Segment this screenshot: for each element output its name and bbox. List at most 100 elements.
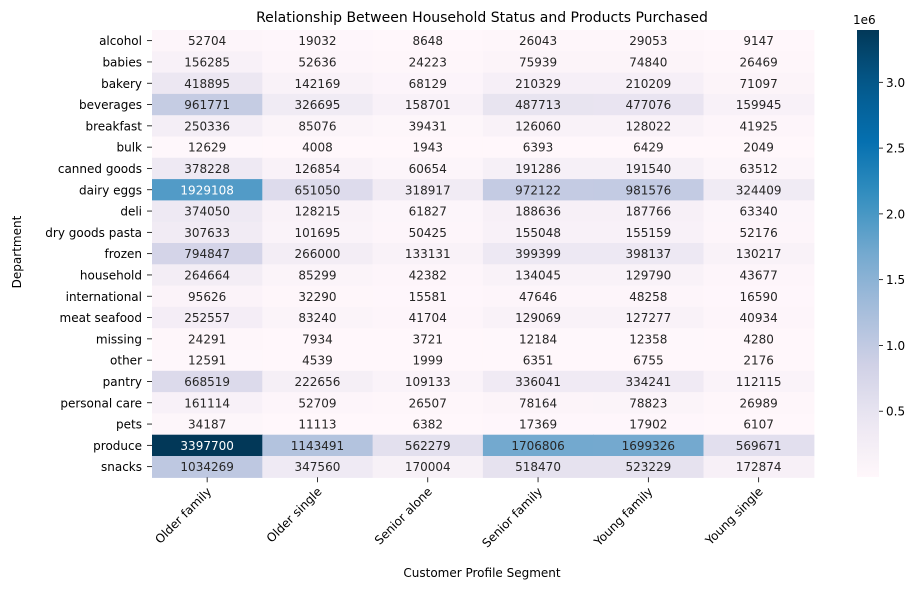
heatmap-cell <box>703 392 815 414</box>
heatmap-cell <box>482 51 594 74</box>
cell-value-label: 651050 <box>295 183 341 197</box>
heatmap-cell <box>593 72 705 95</box>
heatmap-cell <box>262 93 374 116</box>
heatmap-cell <box>262 456 374 478</box>
y-tick-label: bulk <box>116 141 142 155</box>
heatmap-cell <box>482 200 594 223</box>
y-tick-label: deli <box>120 205 142 219</box>
heatmap-cell <box>372 328 484 351</box>
heatmap-cell <box>262 328 374 351</box>
heatmap-cell <box>482 306 594 329</box>
colorbar-offset-label: 1e6 <box>853 13 876 27</box>
cell-value-label: 52636 <box>298 55 336 69</box>
y-tick-label: beverages <box>79 98 142 112</box>
heatmap-cell <box>703 434 815 457</box>
y-tick-label: produce <box>93 439 142 453</box>
cell-value-label: 188636 <box>515 205 561 219</box>
y-tick-label: alcohol <box>99 34 142 48</box>
heatmap-cell <box>372 51 484 74</box>
cell-value-label: 1999 <box>412 354 443 368</box>
heatmap-cell <box>152 456 263 478</box>
colorbar-tick-label: 2.5 <box>886 142 905 156</box>
heatmap-cell <box>593 285 705 308</box>
y-tick-label: personal care <box>60 396 142 410</box>
cell-value-label: 399399 <box>515 247 561 261</box>
cell-value-label: 6755 <box>633 354 664 368</box>
cell-value-label: 1929108 <box>180 183 233 197</box>
heatmap-cell <box>262 157 374 180</box>
heatmap-cell <box>703 115 815 138</box>
cell-value-label: 60654 <box>409 162 447 176</box>
x-tick-label: Senior family <box>479 485 545 551</box>
heatmap-cell <box>593 179 705 201</box>
y-axis-ticks: alcohol babies bakery beverages breakfast bul… <box>45 34 152 474</box>
y-tick-label: snacks <box>101 460 142 474</box>
heatmap-cell <box>593 157 705 180</box>
x-tick-label: Older family <box>152 485 214 547</box>
cell-value-label: 11113 <box>298 418 336 432</box>
heatmap-cell <box>593 370 705 393</box>
heatmap-cell <box>372 370 484 393</box>
cell-value-label: 3721 <box>412 332 443 346</box>
cell-value-label: 40934 <box>740 311 778 325</box>
cell-value-label: 191540 <box>625 162 671 176</box>
colorbar-tick-label: 1.5 <box>886 273 905 287</box>
cell-value-label: 126854 <box>295 162 341 176</box>
colorbar <box>857 30 879 477</box>
heatmap-cell <box>152 392 263 414</box>
cell-value-label: 17902 <box>629 418 667 432</box>
cell-value-label: 32290 <box>298 290 336 304</box>
heatmap-cell <box>372 434 484 457</box>
heatmap-cell <box>593 136 705 159</box>
cell-value-label: 12184 <box>519 332 557 346</box>
heatmap-cell <box>372 72 484 95</box>
heatmap-cell <box>482 221 594 244</box>
heatmap-cell <box>262 115 374 138</box>
y-tick-label: canned goods <box>58 162 142 176</box>
y-tick-label: pantry <box>103 375 142 389</box>
heatmap-cell <box>482 456 594 478</box>
heatmap-cell <box>372 264 484 287</box>
cell-value-label: 61827 <box>409 205 447 219</box>
y-tick-label: frozen <box>104 247 142 261</box>
cell-value-label: 109133 <box>405 375 451 389</box>
cell-value-label: 518470 <box>515 460 561 474</box>
heatmap-cell <box>593 456 705 478</box>
cell-value-label: 487713 <box>515 98 561 112</box>
cell-value-label: 477076 <box>625 98 671 112</box>
heatmap-cell <box>372 306 484 329</box>
cell-value-label: 170004 <box>405 460 451 474</box>
colorbar-tick-label: 1.0 <box>886 339 905 353</box>
heatmap-cell <box>262 243 374 265</box>
heatmap-cell <box>593 30 705 52</box>
heatmap-cell <box>593 306 705 329</box>
cell-value-label: 42382 <box>409 268 447 282</box>
heatmap-cell <box>482 136 594 159</box>
heatmap-cell <box>152 243 263 265</box>
heatmap-cell <box>262 72 374 95</box>
cell-value-label: 26989 <box>740 396 778 410</box>
cell-value-label: 85076 <box>298 119 336 133</box>
heatmap-cell <box>262 306 374 329</box>
cell-value-label: 41704 <box>409 311 447 325</box>
cell-value-label: 101695 <box>295 226 341 240</box>
heatmap-cell <box>372 349 484 372</box>
cell-value-label: 266000 <box>295 247 341 261</box>
cell-value-label: 324409 <box>736 183 782 197</box>
y-tick-label: dry goods pasta <box>45 226 142 240</box>
heatmap-cell <box>593 93 705 116</box>
cell-value-label: 29053 <box>629 34 667 48</box>
cell-value-label: 17369 <box>519 418 557 432</box>
cell-value-label: 41925 <box>740 119 778 133</box>
cell-value-label: 1034269 <box>180 460 233 474</box>
heatmap-cell <box>593 200 705 223</box>
heatmap-cells: 52704 19032 8648 26043 29053 9147 156285 52636 2… <box>152 30 815 478</box>
cell-value-label: 130217 <box>736 247 782 261</box>
y-tick-label: household <box>80 268 142 282</box>
cell-value-label: 95626 <box>188 290 226 304</box>
heatmap-cell <box>152 157 263 180</box>
heatmap-cell <box>482 93 594 116</box>
heatmap-cell <box>703 200 815 223</box>
cell-value-label: 15581 <box>409 290 447 304</box>
y-tick-label: bakery <box>101 77 142 91</box>
